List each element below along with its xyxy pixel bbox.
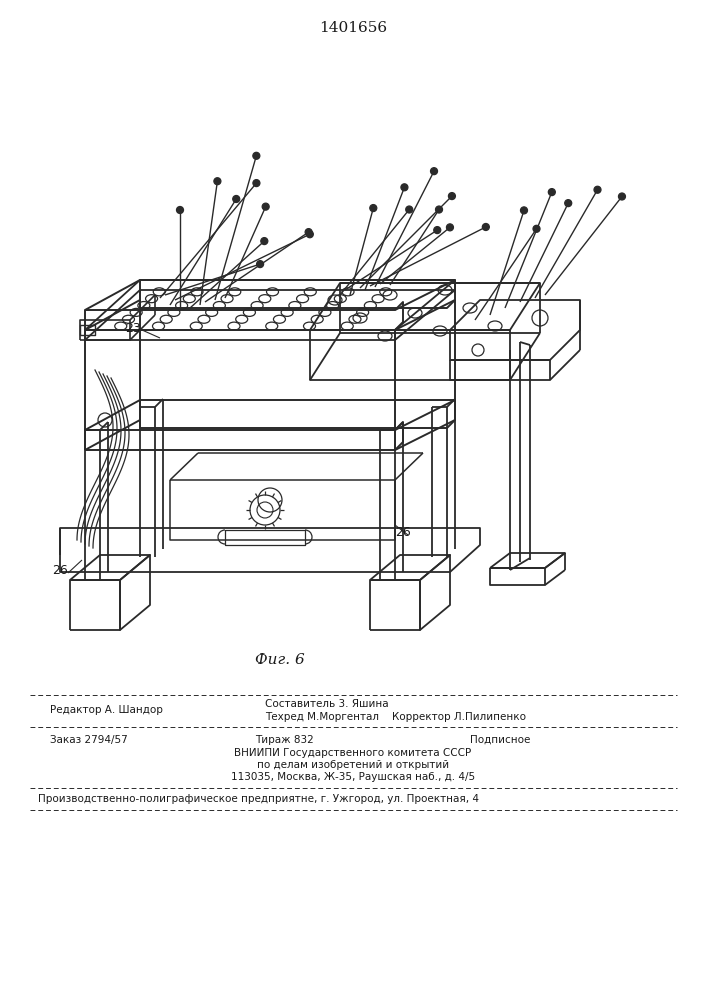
Circle shape: [370, 205, 377, 212]
Circle shape: [446, 224, 453, 231]
Circle shape: [619, 193, 626, 200]
Text: 113035, Москва, Ж-35, Раушская наб., д. 4/5: 113035, Москва, Ж-35, Раушская наб., д. …: [231, 772, 475, 782]
Circle shape: [261, 238, 268, 245]
Text: 26: 26: [395, 526, 411, 540]
Text: Тираж 832: Тираж 832: [255, 735, 314, 745]
Circle shape: [431, 168, 438, 175]
Text: Заказ 2794/57: Заказ 2794/57: [50, 735, 128, 745]
Circle shape: [214, 178, 221, 185]
Text: по делам изобретений и открытий: по делам изобретений и открытий: [257, 760, 449, 770]
Circle shape: [253, 180, 260, 187]
Text: Фиг. 6: Фиг. 6: [255, 653, 305, 667]
Circle shape: [448, 193, 455, 200]
Text: Техред М.Моргентал    Корректор Л.Пилипенко: Техред М.Моргентал Корректор Л.Пилипенко: [265, 712, 526, 722]
Circle shape: [305, 229, 312, 236]
Text: Редактор А. Шандор: Редактор А. Шандор: [50, 705, 163, 715]
Circle shape: [436, 206, 443, 213]
Circle shape: [262, 203, 269, 210]
Text: 1401656: 1401656: [319, 21, 387, 35]
Circle shape: [401, 184, 408, 191]
Text: 26: 26: [52, 564, 68, 576]
Circle shape: [482, 223, 489, 230]
Text: Производственно-полиграфическое предприятне, г. Ужгород, ул. Проектная, 4: Производственно-полиграфическое предприя…: [38, 794, 479, 804]
Circle shape: [565, 200, 572, 207]
Circle shape: [406, 206, 413, 213]
Circle shape: [177, 207, 184, 214]
Circle shape: [594, 186, 601, 193]
Circle shape: [520, 207, 527, 214]
Text: 23: 23: [125, 322, 141, 334]
Circle shape: [253, 152, 260, 159]
Circle shape: [434, 227, 440, 234]
Circle shape: [533, 225, 540, 232]
Text: Подписное: Подписное: [470, 735, 530, 745]
Text: ВНИИПИ Государственного комитета СССР: ВНИИПИ Государственного комитета СССР: [235, 748, 472, 758]
Circle shape: [549, 189, 555, 196]
Circle shape: [233, 195, 240, 202]
Circle shape: [257, 261, 264, 268]
Text: Составитель 3. Яшина: Составитель 3. Яшина: [265, 699, 389, 709]
Circle shape: [306, 231, 313, 238]
